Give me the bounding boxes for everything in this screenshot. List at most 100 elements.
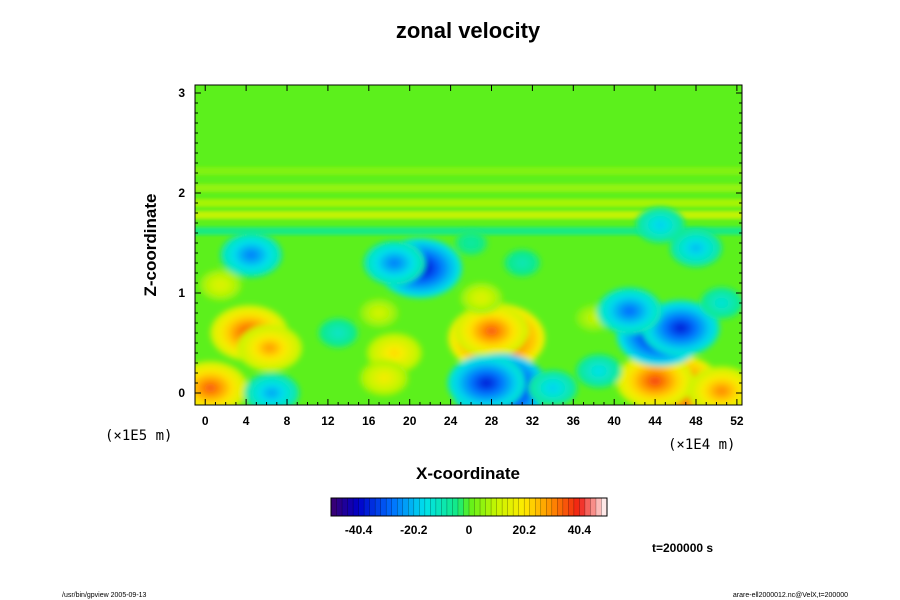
velocity-blob-11-ring-5 (389, 349, 399, 357)
colorbar-cell (446, 498, 453, 516)
velocity-blob-10-ring-5 (590, 315, 597, 321)
velocity-blob-20 (363, 240, 426, 286)
colorbar-cell (347, 498, 354, 516)
plot-area (195, 85, 742, 405)
velocity-blob-17-ring-5 (674, 323, 688, 333)
velocity-blob-25 (528, 370, 578, 405)
y-tick-label-1: 1 (178, 286, 185, 300)
colorbar-cell (529, 498, 536, 516)
colorbar-cell (507, 498, 514, 516)
colorbar-cell (535, 498, 542, 516)
colorbar: -40.4 -20.2 0 20.2 40.4 (330, 497, 608, 537)
blob-layer (195, 207, 742, 405)
velocity-blob-12-ring-5 (380, 375, 389, 381)
colorbar-cell (380, 498, 387, 516)
colorbar-cells (330, 498, 608, 516)
colorbar-cell (441, 498, 448, 516)
velocity-blob-27-ring-5 (334, 330, 342, 336)
colorbar-cell (353, 498, 359, 516)
velocity-blob-1 (454, 304, 529, 358)
x-tick-label-12: 48 (689, 414, 703, 428)
velocity-blob-23-ring-5 (656, 222, 665, 228)
velocity-blob-24-ring-5 (267, 389, 277, 397)
x-axis-label: X-coordinate (416, 464, 520, 483)
colorbar-cell (590, 498, 597, 516)
x-tick-label-0: 0 (202, 414, 209, 428)
x-tick-label-11: 44 (648, 414, 662, 428)
velocity-blob-17 (641, 300, 720, 356)
velocity-blob-29 (454, 230, 488, 256)
velocity-blob-9 (359, 298, 399, 328)
x-tick-label-8: 32 (526, 414, 540, 428)
velocity-blob-7-ring-5 (204, 383, 217, 393)
colorbar-cell (375, 498, 382, 516)
colorbar-cell (419, 498, 426, 516)
velocity-blob-21 (220, 232, 283, 278)
colorbar-tick-label-2: 0 (466, 523, 473, 537)
x-tick-label-13: 52 (730, 414, 744, 428)
velocity-blob-29-ring-5 (468, 240, 474, 246)
colorbar-tick-label-1: -20.2 (400, 523, 428, 537)
velocity-band-1 (195, 199, 742, 207)
velocity-blob-18 (597, 287, 662, 335)
velocity-blob-28-ring-5 (519, 260, 526, 266)
y-tick-label-3: 3 (178, 86, 185, 100)
x-tick-label-9: 36 (567, 414, 581, 428)
colorbar-cell (364, 498, 371, 516)
velocity-blob-23 (635, 207, 685, 243)
colorbar-cell (402, 498, 409, 516)
velocity-band-0 (195, 211, 742, 219)
colorbar-cell (485, 498, 492, 516)
footer-left: /usr/bin/gpview 2005-09-13 (62, 592, 147, 599)
velocity-blob-3-ring-5 (648, 376, 662, 386)
colorbar-cell (358, 498, 365, 516)
velocity-blob-4-ring-5 (715, 386, 728, 396)
velocity-blob-6-ring-5 (264, 344, 276, 352)
colorbar-cell (386, 498, 393, 516)
velocity-blob-18-ring-5 (624, 307, 635, 315)
velocity-blob-4 (687, 366, 742, 405)
x-tick-label-3: 12 (321, 414, 335, 428)
velocity-blob-9-ring-5 (375, 310, 383, 316)
y-tick-label-2: 2 (178, 186, 185, 200)
velocity-blob-7 (195, 361, 248, 405)
y-axis: 0 1 2 3 (178, 86, 742, 400)
velocity-band-3 (195, 167, 742, 175)
colorbar-cell (502, 498, 509, 516)
velocity-blob-15-ring-5 (479, 378, 493, 388)
x-tick-label-6: 24 (444, 414, 458, 428)
colorbar-cell (474, 498, 481, 516)
colorbar-cell (457, 498, 464, 516)
velocity-blob-1-ring-5 (485, 326, 498, 336)
colorbar-cell (480, 498, 486, 516)
colorbar-cell (579, 498, 586, 516)
colorbar-cell (463, 498, 470, 516)
colorbar-cell (408, 498, 415, 516)
x-scale-label: (×1E4 m) (668, 437, 735, 453)
velocity-blob-27 (318, 318, 358, 348)
x-tick-label-1: 4 (243, 414, 250, 428)
colorbar-frame (330, 497, 608, 517)
colorbar-cell (491, 498, 497, 516)
y-axis-label: Z-coordinate (141, 194, 160, 297)
velocity-blob-28 (504, 249, 541, 277)
colorbar-cell (391, 498, 398, 516)
colorbar-ticks: -40.4 -20.2 0 20.2 40.4 (345, 523, 591, 537)
velocity-blob-26-ring-5 (595, 368, 603, 374)
footer-right: arare-ell2000012.nc@VelX,t=200000 (733, 592, 848, 599)
velocity-blob-13 (199, 269, 242, 301)
colorbar-cell (452, 498, 459, 516)
velocity-blob-30-ring-5 (718, 300, 726, 306)
velocity-blob-25-ring-5 (548, 385, 557, 391)
time-label: t=200000 s (652, 541, 713, 555)
colorbar-tick-label-0: -40.4 (345, 523, 373, 537)
colorbar-cell (342, 498, 348, 516)
colorbar-cell (336, 498, 343, 516)
colorbar-cell (546, 498, 553, 516)
colorbar-cell (551, 498, 558, 516)
velocity-blob-20-ring-5 (389, 259, 400, 267)
colorbar-cell (595, 498, 602, 516)
colorbar-cell (435, 498, 442, 516)
velocity-blob-8-ring-5 (477, 295, 485, 301)
